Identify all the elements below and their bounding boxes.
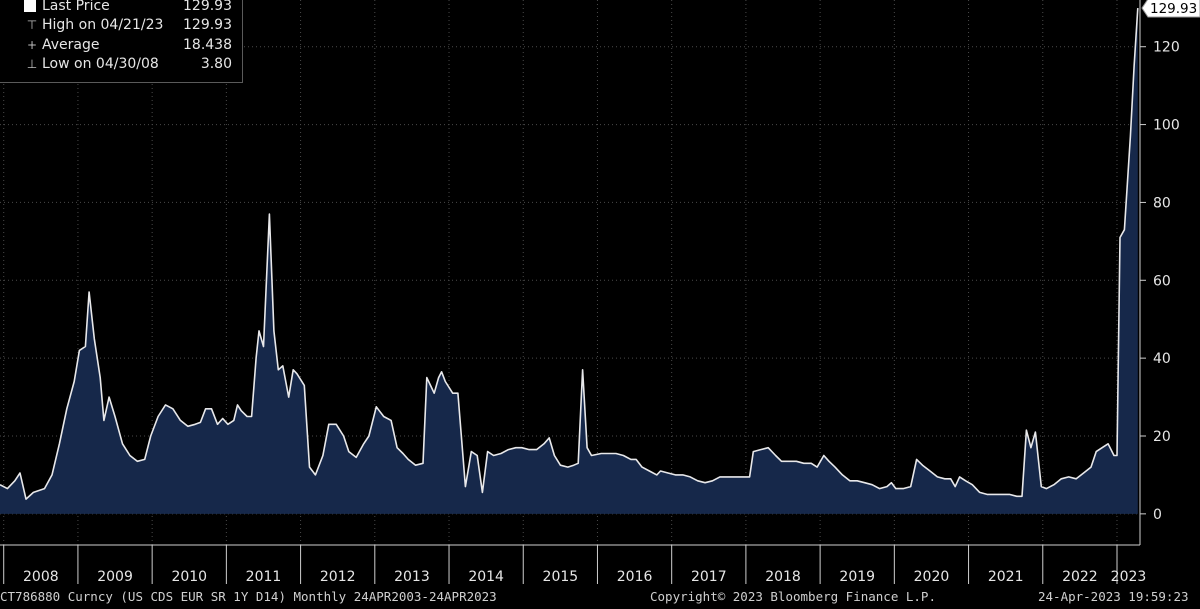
series-area (0, 8, 1138, 514)
x-tick-label: 2011 (246, 569, 282, 585)
x-tick-label: 2013 (394, 569, 430, 585)
legend-value: 3.80 (200, 56, 232, 72)
x-tick-label: 2018 (765, 569, 801, 585)
axes-layer: 0 20 40 60 80 100 120 2008 2009 2010 2011 2012 2013 2… (0, 0, 1200, 585)
copyright-text: Copyright© 2023 Bloomberg Finance L.P. (650, 589, 936, 604)
x-tick-label: 2017 (691, 569, 727, 585)
x-tick-label: 2016 (617, 569, 653, 585)
x-tick-label: 2022 (1062, 569, 1098, 585)
x-tick-label: 2014 (468, 569, 504, 585)
x-tick-label: 2020 (914, 569, 950, 585)
legend-label: Low on 04/30/08 (42, 56, 159, 72)
legend-high: ⊤ High on 04/21/23 129.93 (0, 16, 242, 35)
series-line (0, 8, 1139, 500)
y-tick-label: 120 (1153, 40, 1180, 56)
ticker-description: CT786880 Curncy (US CDS EUR SR 1Y D14) M… (0, 589, 497, 604)
series-swatch (24, 0, 36, 12)
x-tick-label: 2012 (320, 569, 356, 585)
y-tick-label: 20 (1153, 429, 1171, 445)
y-tick-label: 40 (1153, 351, 1171, 367)
x-tick-label: 2009 (97, 569, 133, 585)
x-tick-label: 2015 (543, 569, 579, 585)
legend-average: + Average 18.438 (0, 36, 242, 55)
x-tick-label: 2023 (1111, 569, 1147, 585)
last-value-tag-box (1141, 0, 1200, 18)
legend-value: 18.438 (183, 37, 232, 53)
last-value-tag: 129.93 (1141, 0, 1200, 18)
footer-bar: CT786880 Curncy (US CDS EUR SR 1Y D14) M… (0, 586, 1200, 609)
legend-value: 129.93 (183, 0, 232, 14)
y-tick-label: 0 (1153, 507, 1162, 523)
legend-last-price[interactable]: Last Price 129.93 (0, 0, 242, 16)
legend-label: Last Price (42, 0, 110, 14)
x-tick-label: 2008 (23, 569, 59, 585)
x-tick-label: 2021 (988, 569, 1024, 585)
series-layer (0, 8, 1139, 514)
grid-lines (0, 0, 1140, 545)
legend-label: Average (42, 37, 100, 53)
legend-box: Last Price 129.93 ⊤ High on 04/21/23 129… (0, 0, 243, 83)
average-marker-icon: + (26, 38, 38, 52)
timestamp-text: 24-Apr-2023 19:59:23 (1038, 589, 1189, 604)
x-tick-label: 2019 (839, 569, 875, 585)
last-value-tag-text: 129.93 (1150, 1, 1197, 17)
legend-low: ⊥ Low on 04/30/08 3.80 (0, 55, 242, 74)
legend-value: 129.93 (183, 17, 232, 33)
legend-label: High on 04/21/23 (42, 17, 164, 33)
y-tick-label: 80 (1153, 195, 1171, 211)
high-marker-icon: ⊤ (26, 18, 38, 32)
low-marker-icon: ⊥ (26, 57, 38, 71)
y-tick-label: 60 (1153, 273, 1171, 289)
y-tick-label: 100 (1153, 118, 1180, 134)
x-tick-label: 2010 (171, 569, 207, 585)
